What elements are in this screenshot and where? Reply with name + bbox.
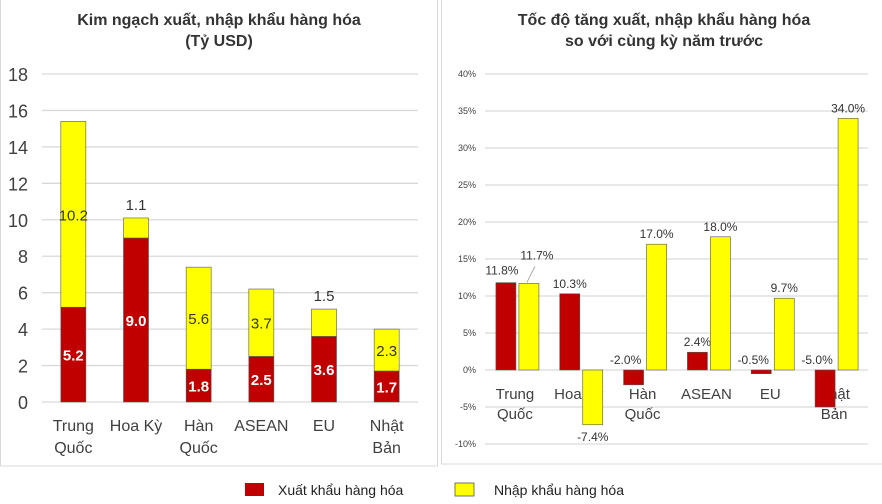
y-tick-label: 2 — [18, 357, 28, 377]
left-panel-frame — [0, 0, 438, 467]
y-tick-label: 10% — [458, 291, 476, 301]
x-category-label: Hàn — [629, 386, 657, 403]
y-tick-label: 15% — [458, 254, 476, 264]
bar-export — [623, 369, 644, 386]
bar-import — [185, 266, 212, 370]
data-label-export: 10.3% — [553, 277, 587, 291]
left-chart-subtitle: (Tỷ USD) — [185, 33, 253, 50]
data-label-export: 2.4% — [684, 335, 712, 349]
leader-line — [526, 266, 536, 283]
data-label-export: 2.5 — [251, 372, 272, 389]
bar-import — [60, 121, 87, 308]
left-chart-title: Kim ngạch xuất, nhập khẩu hàng hóa — [77, 11, 361, 29]
y-tick-label: 12 — [8, 174, 28, 194]
data-label-import: -7.4% — [577, 430, 609, 444]
y-tick-label: 5% — [463, 328, 476, 338]
x-category-label: Quốc — [180, 440, 218, 457]
data-label-export: 1.7 — [376, 380, 397, 397]
data-label-import: 9.7% — [771, 281, 799, 295]
legend-label-export: Xuất khẩu hàng hóa — [278, 482, 404, 498]
y-tick-label: 14 — [8, 138, 28, 158]
x-category-label: EU — [313, 418, 335, 435]
data-label-export: 9.0 — [126, 313, 147, 330]
data-label-export: 5.2 — [63, 348, 84, 365]
data-label-import: 5.6 — [188, 311, 209, 328]
y-tick-label: 20% — [458, 217, 476, 227]
y-tick-label: 0 — [18, 393, 28, 413]
y-tick-label: 4 — [18, 320, 28, 340]
x-category-label: Bản — [821, 406, 848, 423]
data-label-import: 3.7 — [251, 316, 272, 333]
bar-import — [518, 283, 540, 371]
bar-import — [311, 308, 337, 337]
y-tick-label: 25% — [458, 180, 476, 190]
bar-export — [687, 351, 708, 371]
y-tick-label: 40% — [458, 69, 476, 79]
x-category-label: Bản — [372, 440, 400, 457]
data-label-import: 1.5 — [314, 288, 335, 305]
legend-label-import: Nhập khẩu hàng hóa — [494, 482, 624, 498]
x-category-label: Quốc — [54, 440, 92, 457]
data-label-import: 11.7% — [520, 248, 553, 262]
x-category-label: Trung — [496, 386, 535, 403]
right-panel-frame — [441, 0, 882, 465]
x-category-label: ASEAN — [681, 386, 732, 403]
right-chart-subtitle: so với cùng kỳ năm trước — [565, 33, 763, 50]
data-label-import: 10.2 — [59, 207, 88, 224]
x-category-label: Quốc — [497, 406, 533, 423]
x-category-label: Hoa Kỳ — [110, 418, 162, 435]
bar-import — [582, 369, 604, 426]
data-label-export: 1.8 — [188, 379, 209, 396]
x-category-label: Trung — [53, 418, 94, 435]
data-label-export: -0.5% — [738, 353, 770, 367]
y-tick-label: 0% — [463, 365, 476, 375]
y-tick-label: 6 — [18, 284, 28, 304]
y-tick-label: 35% — [458, 106, 476, 116]
data-label-import: 1.1 — [126, 197, 147, 214]
data-label-import: 17.0% — [640, 227, 674, 241]
x-category-label: EU — [760, 386, 781, 403]
x-category-label: Hàn — [184, 418, 213, 435]
y-tick-label: 8 — [18, 247, 28, 267]
bar-export — [248, 356, 275, 403]
bar-export — [373, 370, 400, 403]
x-category-label: Nhật — [370, 418, 404, 435]
bar-import — [710, 236, 731, 371]
data-label-import: 18.0% — [703, 220, 737, 234]
data-label-import: 2.3 — [376, 343, 397, 360]
data-label-import: 34.0% — [831, 101, 865, 115]
y-tick-label: 10 — [8, 211, 28, 231]
bar-export — [750, 369, 772, 374]
bar-import — [837, 118, 859, 371]
y-tick-label: 30% — [458, 143, 476, 153]
bar-export — [123, 237, 149, 403]
legend-swatch-import — [454, 482, 475, 497]
data-label-export: -2.0% — [610, 353, 642, 367]
y-tick-label: -5% — [460, 402, 476, 412]
x-category-label: ASEAN — [234, 418, 288, 435]
bar-import — [773, 297, 795, 371]
y-tick-label: -10% — [455, 439, 476, 449]
data-label-export: 11.8% — [485, 264, 518, 278]
legend: Xuất khẩu hàng hóa Nhập khẩu hàng hóa — [245, 482, 624, 498]
bar-export — [559, 293, 581, 371]
data-label-export: -5.0% — [801, 353, 833, 367]
bar-export — [495, 282, 517, 371]
legend-swatch-export — [245, 483, 264, 496]
bar-import — [373, 328, 400, 372]
bar-export — [814, 369, 836, 408]
bar-import — [123, 217, 149, 239]
bar-import — [248, 288, 275, 357]
bar-import — [646, 243, 667, 371]
y-tick-label: 16 — [8, 101, 28, 121]
right-chart-title: Tốc độ tăng xuất, nhập khẩu hàng hóa — [518, 11, 811, 29]
x-category-label: Quốc — [625, 406, 661, 423]
bar-export — [60, 306, 87, 403]
data-label-export: 3.6 — [314, 362, 335, 379]
y-tick-label: 18 — [8, 65, 28, 85]
bar-export — [185, 368, 212, 403]
